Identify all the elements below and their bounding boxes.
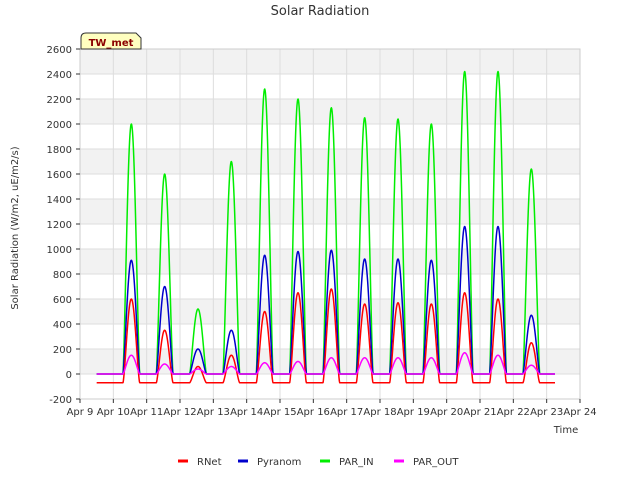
x-tick-label: Apr 11 xyxy=(130,407,163,418)
y-tick-label: 2600 xyxy=(47,45,72,56)
legend-label: PAR_IN xyxy=(339,457,374,468)
y-tick-label: 1600 xyxy=(47,170,72,181)
background-band xyxy=(80,49,580,74)
background-band xyxy=(80,199,580,224)
series-line-par-out xyxy=(96,352,556,375)
y-tick-label: 2200 xyxy=(47,95,72,106)
y-tick-label: 800 xyxy=(53,270,72,281)
legend: RNet Pyranom PAR_IN PAR_OUT xyxy=(178,457,459,468)
y-axis-label: Solar Radiation (W/m2, uE/m2/s) xyxy=(10,146,21,309)
x-tick-label: Apr 24 xyxy=(563,407,596,418)
x-tick-label: Apr 15 xyxy=(263,407,296,418)
legend-label: Pyranom xyxy=(257,457,301,468)
y-tick-label: 600 xyxy=(53,295,72,306)
y-tick-label: 1200 xyxy=(47,220,72,231)
y-tick-label: -200 xyxy=(49,395,72,406)
x-tick-label: Apr 13 xyxy=(197,407,230,418)
x-tick-label: Apr 20 xyxy=(430,407,463,418)
x-tick-label: Apr 18 xyxy=(363,407,396,418)
legend-label: PAR_OUT xyxy=(413,457,459,468)
x-tick-label: Apr 23 xyxy=(530,407,563,418)
x-tick-label: Apr 12 xyxy=(163,407,196,418)
x-axis-label: Time xyxy=(553,425,578,436)
station-label: TW_met xyxy=(89,38,134,49)
series-line-rnet xyxy=(96,288,556,384)
x-tick-label: Apr 22 xyxy=(497,407,530,418)
x-tick-label: Apr 16 xyxy=(297,407,330,418)
y-tick-label: 1400 xyxy=(47,195,72,206)
background-band xyxy=(80,374,580,399)
y-tick-label: 200 xyxy=(53,345,72,356)
background-band xyxy=(80,74,580,99)
y-tick-label: 2400 xyxy=(47,70,72,81)
x-tick-label: Apr 10 xyxy=(97,407,130,418)
x-tick-label: Apr 14 xyxy=(230,407,263,418)
chart-title: Solar Radiation xyxy=(271,4,370,19)
y-tick-label: 2000 xyxy=(47,120,72,131)
legend-label: RNet xyxy=(197,457,222,468)
background-band xyxy=(80,174,580,199)
y-tick-label: 1000 xyxy=(47,245,72,256)
y-tick-label: 0 xyxy=(66,370,72,381)
station-label-box: TW_met xyxy=(80,32,142,50)
x-tick-label: Apr 9 xyxy=(67,407,94,418)
x-tick-label: Apr 21 xyxy=(463,407,496,418)
x-tick-label: Apr 19 xyxy=(397,407,430,418)
y-tick-label: 1800 xyxy=(47,145,72,156)
background-band xyxy=(80,224,580,249)
background-band xyxy=(80,349,580,374)
y-tick-label: 400 xyxy=(53,320,72,331)
x-tick-label: Apr 17 xyxy=(330,407,363,418)
background-band xyxy=(80,149,580,174)
background-band xyxy=(80,324,580,349)
